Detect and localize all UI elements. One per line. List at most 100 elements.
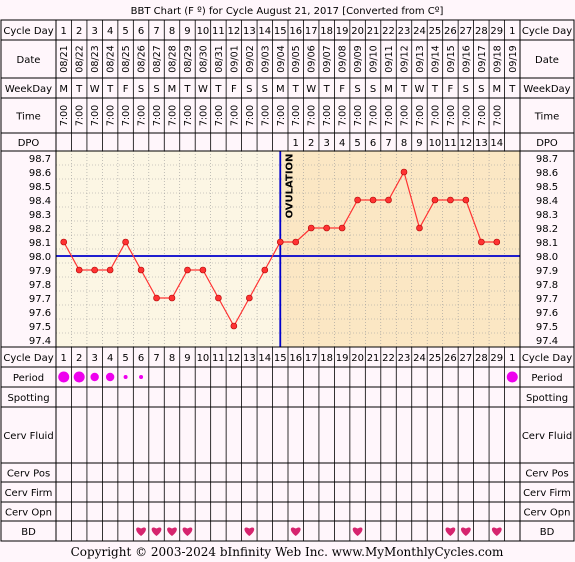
time-cell: 7:00 [461,105,472,126]
temperature-point[interactable] [493,238,501,246]
temperature-point[interactable] [122,238,129,246]
date-cell: 09/02 [245,45,256,72]
temperature-point[interactable] [385,196,392,204]
temperature-point[interactable] [246,294,253,302]
date-cell: 09/10 [369,45,380,72]
cycle-day-cell: 27 [459,26,472,37]
period-marker[interactable] [58,371,70,383]
weekday-cell: T [508,84,516,95]
dpo-cell: 10 [429,138,442,149]
row-label-cerv-fluid-left: Cerv Fluid [3,431,53,442]
temperature-point[interactable] [276,238,284,246]
date-cell: 09/12 [400,45,411,72]
row-label-cerv-firm-left: Cerv Firm [5,488,53,499]
weekday-cell: T [75,84,83,95]
temperature-point[interactable] [184,266,191,274]
temperature-point[interactable] [400,168,408,176]
time-cell: 7:00 [121,105,132,126]
cycle-day-cell: 5 [122,353,128,364]
weekday-cell: M [492,84,501,95]
cycle-day-cell: 23 [398,26,411,37]
temperature-point[interactable] [106,266,114,274]
temperature-point[interactable] [292,238,300,246]
dpo-cell: 7 [385,138,391,149]
heart-icon[interactable] [290,527,301,536]
row-label-bd-right: BD [540,527,555,538]
temperature-point[interactable] [153,294,160,302]
date-cell: 08/25 [121,45,132,72]
y-tick-label-left: 98.7 [29,154,51,165]
temperature-point[interactable] [215,294,222,302]
temperature-point[interactable] [199,266,207,274]
cycle-day-cell: 28 [475,26,488,37]
date-cell: 09/18 [492,45,503,72]
period-marker[interactable] [506,371,518,383]
y-tick-label-right: 97.5 [536,322,558,333]
cycle-day-cell: 14 [258,353,271,364]
y-tick-label-left: 98.1 [29,238,51,249]
temperature-point[interactable] [230,322,238,330]
period-marker[interactable] [123,375,128,379]
y-tick-label-left: 98.2 [29,224,51,235]
row-labels: Cycle Day Cycle Day Date Date WeekDay WeekDay… [3,26,572,538]
date-cell: 09/07 [322,45,333,72]
time-cell: 7:00 [477,105,488,126]
temperature-point[interactable] [168,294,176,302]
time-cell: 7:00 [446,105,457,126]
temperature-point[interactable] [354,196,361,204]
weekday-cell: F [448,84,454,95]
cycle-day-cell: 7 [153,353,159,364]
temperature-point[interactable] [369,196,377,204]
row-label-weekday-left: WeekDay [5,84,52,95]
temperature-point[interactable] [261,266,269,274]
copyright-text[interactable]: Copyright © 2003-2024 bInfinity Web Inc.… [71,545,504,559]
weekday-cell: M [276,84,285,95]
cycle-day-cell: 1 [509,26,515,37]
temperature-point[interactable] [416,224,423,232]
dpo-cell: 12 [459,138,472,149]
temperature-point[interactable] [462,196,470,204]
cycle-day-cell: 2 [76,26,82,37]
temperature-point[interactable] [137,266,145,274]
temperature-point[interactable] [60,238,68,246]
temperature-point[interactable] [431,196,439,204]
temperature-point[interactable] [478,238,485,246]
heart-icon[interactable] [167,527,177,536]
dpo-cell: 1 [293,138,299,149]
date-cell: 08/24 [106,45,117,72]
temperature-point[interactable] [447,196,454,204]
temperature-point[interactable] [307,224,315,232]
period-marker[interactable] [139,375,144,379]
post-ovulation-region [280,151,520,347]
row-label-cerv-fluid-right: Cerv Fluid [522,431,572,442]
heart-icon[interactable] [445,527,456,536]
date-cell: 09/14 [430,45,441,72]
cycle-day-cell: 20 [351,353,364,364]
temperature-point[interactable] [323,224,330,232]
heart-icon[interactable] [491,527,502,536]
date-cell: 09/15 [446,45,457,72]
cycle-day-cell: 8 [169,26,175,37]
row-label-cycle-day-bottom-right: Cycle Day [522,353,572,364]
period-marker[interactable] [73,371,85,383]
date-cell: 08/31 [214,45,225,72]
time-cell: 7:00 [415,105,426,126]
period-marker[interactable] [90,372,99,382]
time-cell: 7:00 [168,105,179,126]
heart-icon[interactable] [352,527,363,536]
heart-icon[interactable] [244,527,255,536]
weekday-cell: T [106,84,114,95]
period-marker[interactable] [105,372,115,382]
heart-icon[interactable] [151,527,162,536]
heart-icon[interactable] [460,527,471,536]
time-cell: 7:00 [307,105,318,126]
cycle-day-cell: 4 [107,26,113,37]
heart-icon[interactable] [136,527,146,536]
temperature-point[interactable] [91,266,98,274]
time-cell: 7:00 [245,105,256,126]
temperature-point[interactable] [75,266,83,274]
cycle-day-cell: 17 [305,353,318,364]
date-cell: 08/21 [59,45,70,72]
heart-icon[interactable] [182,527,193,536]
temperature-point[interactable] [338,224,346,232]
